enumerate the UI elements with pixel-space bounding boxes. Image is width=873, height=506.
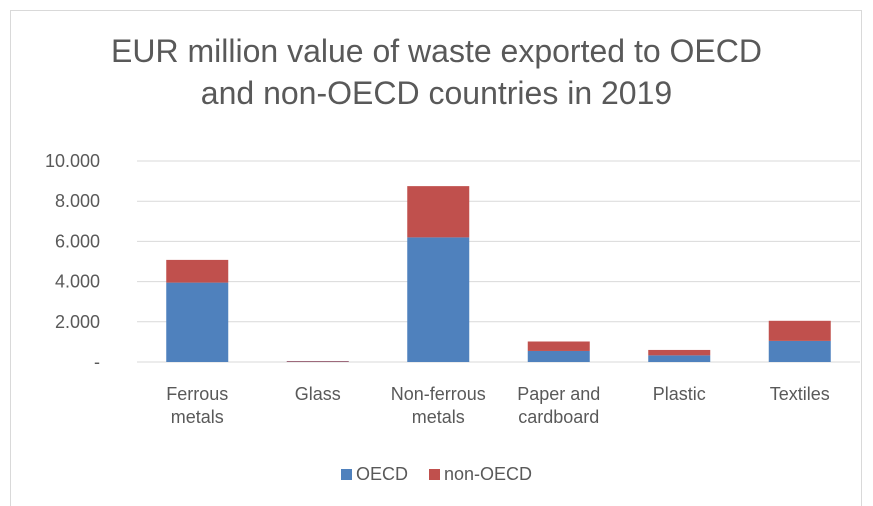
x-tick-label: Paper and (517, 384, 600, 404)
legend-label-oecd: OECD (355, 464, 408, 484)
bar-oecd (768, 340, 831, 362)
chart-area (10, 10, 862, 506)
legend-item-oecd: OECD (340, 464, 408, 485)
bar-non-oecd (768, 320, 831, 341)
legend-label-non-oecd: non-OECD (444, 464, 533, 484)
legend-item-non-oecd: non-OECD (429, 464, 532, 485)
bar-oecd (166, 282, 229, 362)
bar-oecd (648, 355, 711, 362)
y-tick-label: 10.000 (45, 151, 100, 171)
bar-oecd (527, 350, 590, 362)
bar-non-oecd (648, 349, 711, 356)
legend-swatch-non-oecd (429, 469, 440, 480)
bar-non-oecd (407, 186, 470, 238)
bar-non-oecd (166, 259, 229, 283)
bar-oecd (407, 237, 470, 362)
x-tick-label: Ferrous (166, 384, 228, 404)
y-tick-label: 6.000 (55, 231, 100, 251)
y-tick-label: - (94, 352, 100, 372)
bar-non-oecd (286, 360, 349, 362)
y-tick-label: 4.000 (55, 272, 100, 292)
x-tick-label: cardboard (518, 407, 599, 427)
chart-title: EUR million value of waste exported to O… (0, 30, 873, 114)
y-tick-label: 2.000 (55, 312, 100, 332)
chart-title-line-2: and non-OECD countries in 2019 (200, 75, 673, 111)
chart-title-line-1: EUR million value of waste exported to O… (111, 33, 762, 69)
x-tick-label: metals (412, 407, 465, 427)
x-tick-label: metals (171, 407, 224, 427)
y-tick-label: 8.000 (55, 191, 100, 211)
bar-non-oecd (527, 341, 590, 351)
x-tick-label: Non-ferrous (391, 384, 486, 404)
legend: OECD non-OECD (0, 464, 873, 485)
legend-swatch-oecd (340, 469, 352, 480)
x-tick-label: Plastic (653, 384, 706, 404)
x-tick-label: Glass (295, 384, 341, 404)
x-tick-label: Textiles (770, 384, 830, 404)
